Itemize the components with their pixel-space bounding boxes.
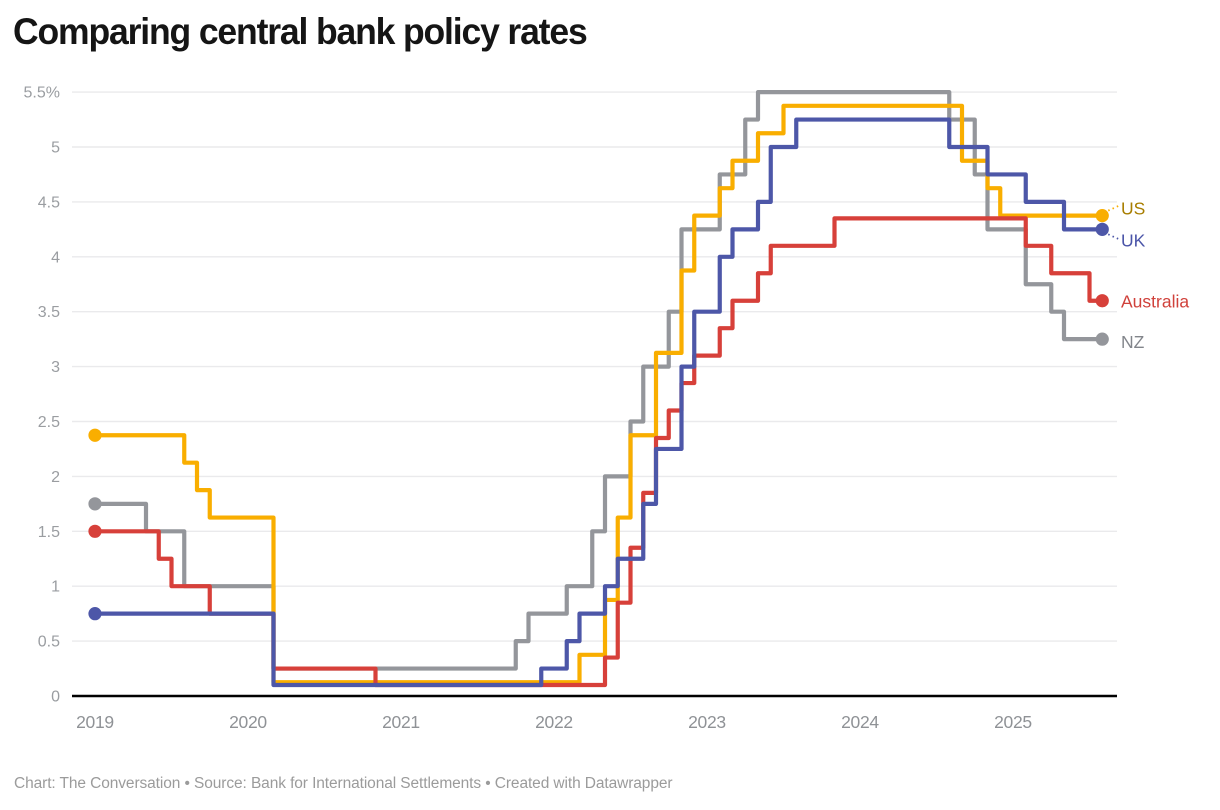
series-line-us: [95, 103, 1103, 685]
series-label-australia: Australia: [1121, 292, 1189, 312]
series-line-nz: [95, 90, 1103, 671]
series-end-dot-us: [1095, 209, 1109, 223]
series-label-us: US: [1121, 199, 1145, 219]
y-tick-label: 4.5: [38, 194, 60, 211]
x-tick-label: 2019: [76, 712, 114, 732]
label-leader-uk: [1107, 233, 1120, 241]
x-tick-label: 2021: [382, 712, 420, 732]
series-end-dot-uk: [1095, 222, 1109, 236]
y-tick-label: 3.5: [38, 304, 60, 321]
y-tick-label: 1: [51, 579, 60, 596]
y-tick-label: 3: [51, 359, 60, 376]
x-tick-label: 2022: [535, 712, 573, 732]
series-start-dot-australia: [88, 524, 102, 538]
x-tick-label: 2023: [688, 712, 726, 732]
x-tick-label: 2025: [994, 712, 1032, 732]
label-leader-us: [1107, 204, 1120, 212]
y-tick-label: 0: [51, 689, 60, 706]
y-tick-label: 5.5%: [24, 85, 60, 102]
chart-footer-attribution: Chart: The Conversation • Source: Bank f…: [14, 775, 673, 792]
x-tick-label: 2020: [229, 712, 267, 732]
chart-title: Comparing central bank policy rates: [13, 11, 588, 52]
y-tick-label: 1.5: [38, 524, 60, 541]
series-line-uk: [95, 117, 1103, 688]
y-tick-label: 2.5: [38, 414, 60, 431]
series-start-dot-nz: [88, 497, 102, 511]
series-end-dot-australia: [1095, 294, 1109, 308]
series-end-dot-nz: [1095, 332, 1109, 346]
series-start-dot-uk: [88, 607, 102, 621]
series-label-uk: UK: [1121, 230, 1146, 250]
y-tick-label: 2: [51, 469, 60, 486]
series-start-dot-us: [88, 428, 102, 442]
y-tick-label: 0.5: [38, 634, 60, 651]
x-tick-label: 2024: [841, 712, 879, 732]
series-label-nz: NZ: [1121, 332, 1145, 352]
y-tick-label: 5: [51, 140, 60, 157]
y-tick-label: 4: [51, 249, 60, 266]
